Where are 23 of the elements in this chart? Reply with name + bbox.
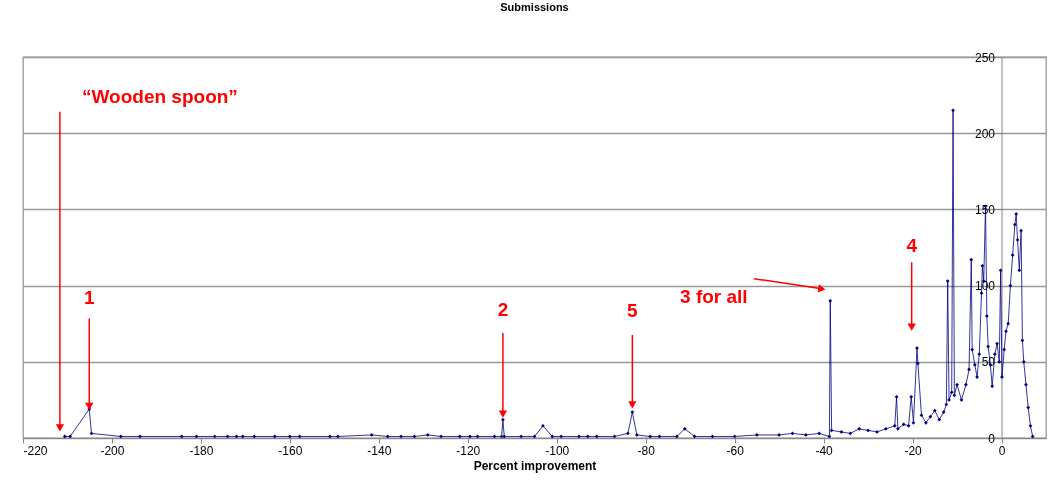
annotation: “Wooden spoon” (81, 85, 238, 107)
annotation: 4 (906, 235, 918, 257)
x-tick-label: -40 (815, 443, 834, 458)
x-tick-label: -100 (545, 443, 570, 458)
x-axis-title: Percent improvement (473, 458, 597, 473)
x-tick-label: -220 (23, 443, 48, 458)
x-tick-label: -180 (189, 443, 214, 458)
x-tick-label: -80 (637, 443, 656, 458)
x-tick-label: -200 (100, 443, 125, 458)
y-tick-label: 200 (974, 126, 996, 141)
x-tick-label: -160 (278, 443, 303, 458)
y-tick-label: 0 (988, 431, 996, 446)
x-tick-label: -120 (456, 443, 481, 458)
x-tick-label: -20 (904, 443, 923, 458)
annotation: 3 for all (680, 285, 748, 307)
annotation: 2 (497, 299, 509, 321)
x-tick-label: -60 (726, 443, 745, 458)
x-tick-label: -140 (367, 443, 392, 458)
chart-title: Submissions (500, 1, 569, 13)
y-tick-label: 250 (974, 50, 996, 65)
annotation: 1 (83, 287, 95, 309)
annotation: 5 (627, 299, 639, 321)
x-tick-label: 0 (998, 443, 1006, 458)
